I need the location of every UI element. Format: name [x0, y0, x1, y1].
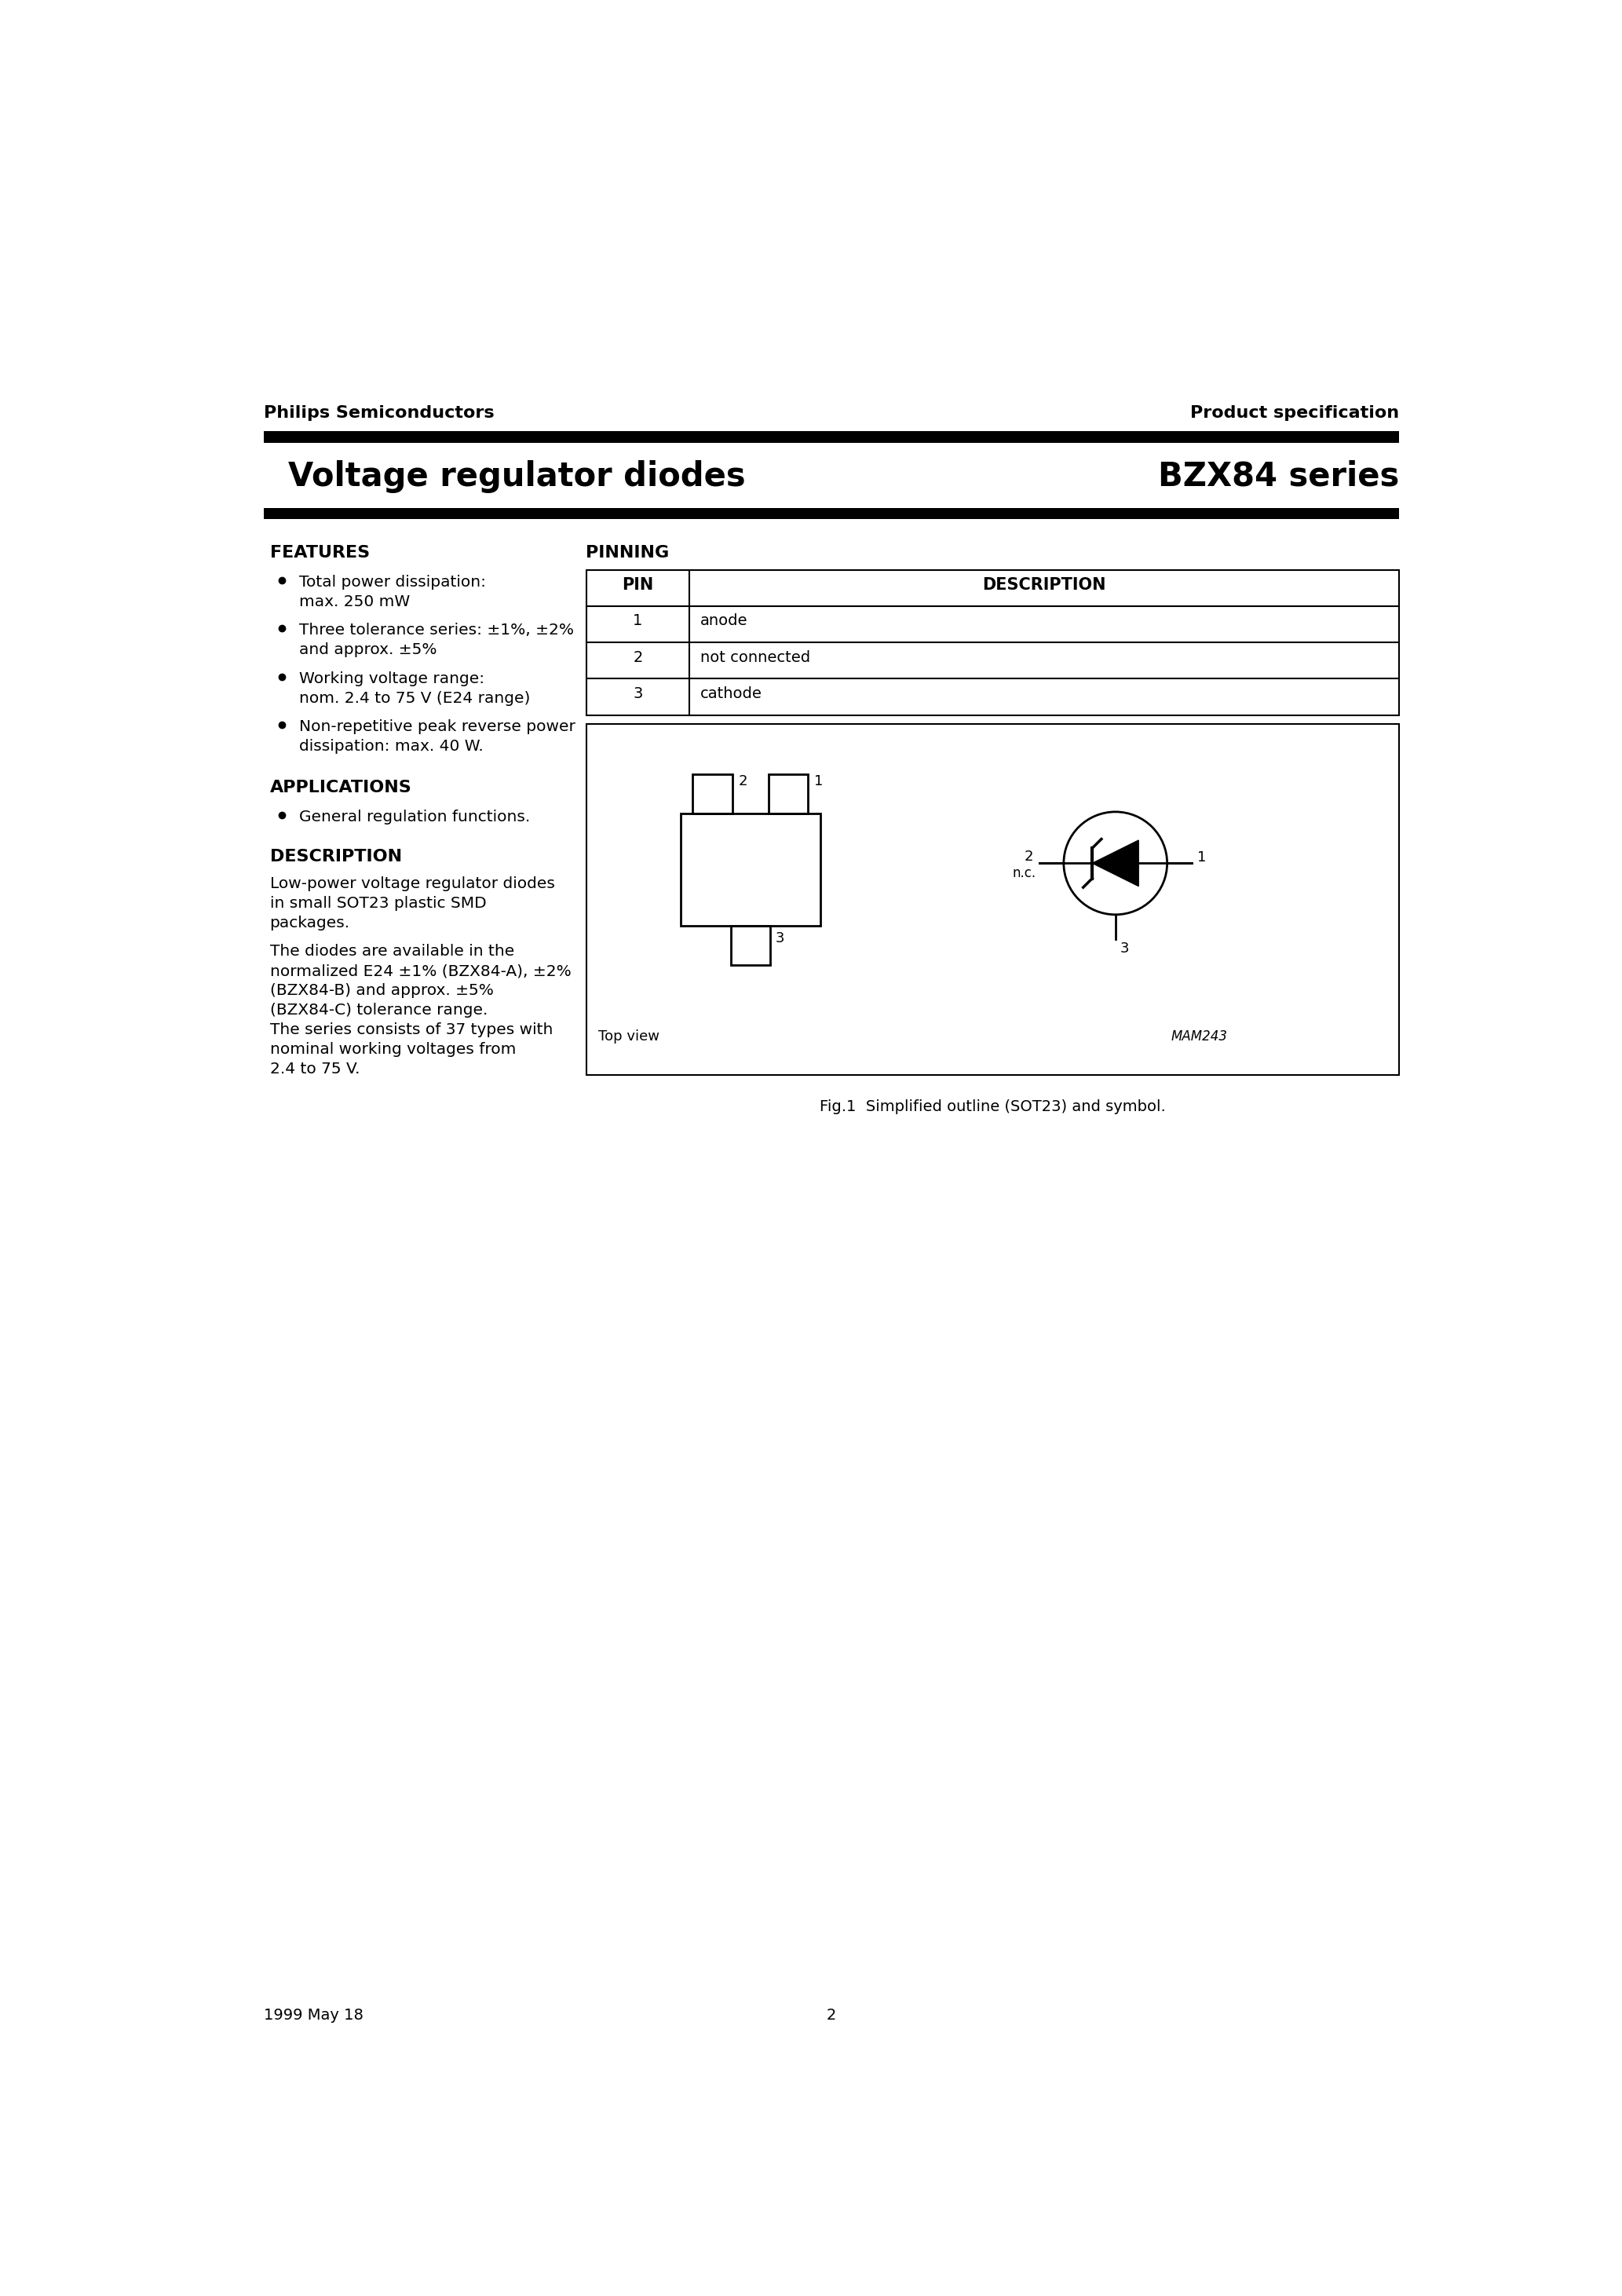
Text: 3: 3	[1121, 941, 1129, 955]
Text: General regulation functions.: General regulation functions.	[298, 810, 530, 824]
Text: FEATURES: FEATURES	[269, 544, 370, 560]
Polygon shape	[1092, 840, 1139, 886]
Text: 2: 2	[738, 774, 748, 788]
Text: not connected: not connected	[701, 650, 811, 666]
Text: Top view: Top view	[599, 1029, 660, 1045]
Text: anode: anode	[701, 613, 748, 629]
Text: 2: 2	[633, 650, 642, 666]
Text: APPLICATIONS: APPLICATIONS	[269, 778, 412, 794]
Text: BZX84 series: BZX84 series	[1158, 459, 1398, 494]
Text: Total power dissipation:
max. 250 mW: Total power dissipation: max. 250 mW	[298, 574, 485, 608]
Text: The diodes are available in the
normalized E24 ±1% (BZX84-A), ±2%
(BZX84-B) and : The diodes are available in the normaliz…	[269, 944, 571, 1077]
Text: PINNING: PINNING	[586, 544, 670, 560]
Bar	[769, 774, 808, 813]
Bar	[732, 925, 770, 964]
Text: PIN: PIN	[621, 576, 654, 592]
Text: 2: 2	[1023, 850, 1033, 863]
Bar	[586, 723, 1398, 1075]
Text: cathode: cathode	[701, 687, 762, 700]
Text: Working voltage range:
nom. 2.4 to 75 V (E24 range): Working voltage range: nom. 2.4 to 75 V …	[298, 670, 530, 705]
Text: DESCRIPTION: DESCRIPTION	[983, 576, 1106, 592]
Text: DESCRIPTION: DESCRIPTION	[269, 850, 402, 866]
Text: 1: 1	[1197, 850, 1207, 863]
Text: 3: 3	[633, 687, 642, 700]
Text: Voltage regulator diodes: Voltage regulator diodes	[289, 459, 746, 494]
Bar	[264, 432, 1398, 443]
Text: Philips Semiconductors: Philips Semiconductors	[264, 406, 495, 420]
Text: 1999 May 18: 1999 May 18	[264, 2009, 363, 2023]
Bar	[264, 507, 1398, 519]
Text: Low-power voltage regulator diodes
in small SOT23 plastic SMD
packages.: Low-power voltage regulator diodes in sm…	[269, 877, 555, 930]
Text: Non-repetitive peak reverse power
dissipation: max. 40 W.: Non-repetitive peak reverse power dissip…	[298, 719, 576, 753]
Text: 2: 2	[827, 2009, 835, 2023]
Text: n.c.: n.c.	[1012, 866, 1036, 879]
Text: Fig.1  Simplified outline (SOT23) and symbol.: Fig.1 Simplified outline (SOT23) and sym…	[819, 1100, 1166, 1114]
Text: 1: 1	[814, 774, 824, 788]
Text: Three tolerance series: ±1%, ±2%
and approx. ±5%: Three tolerance series: ±1%, ±2% and app…	[298, 622, 574, 657]
Bar	[680, 813, 821, 925]
Bar	[693, 774, 732, 813]
Text: MAM243: MAM243	[1171, 1029, 1228, 1045]
Text: 1: 1	[633, 613, 642, 629]
Bar	[586, 569, 1398, 714]
Text: Product specification: Product specification	[1191, 406, 1398, 420]
Text: 3: 3	[775, 932, 785, 946]
